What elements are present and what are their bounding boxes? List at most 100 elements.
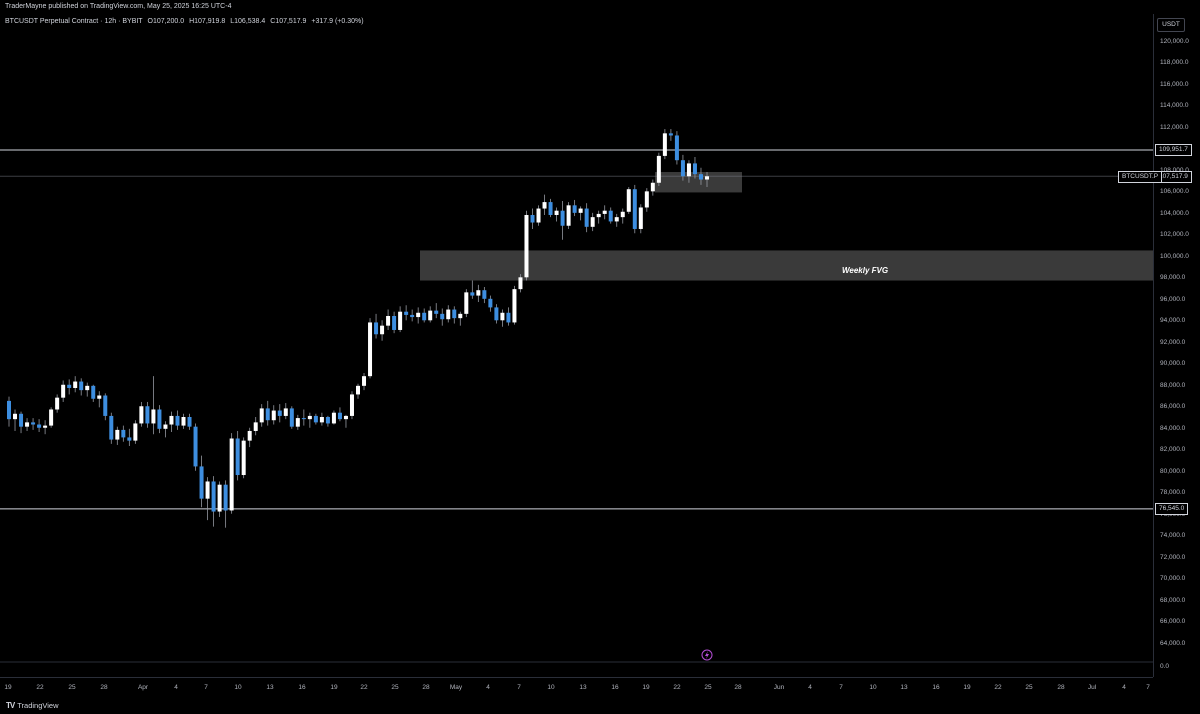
time-tick: 19 [4, 684, 12, 691]
candle-body [626, 189, 631, 212]
candle-body [199, 466, 204, 499]
candle [325, 415, 330, 427]
candle-body [518, 277, 523, 290]
price-tick: 74,000.0 [1160, 532, 1186, 540]
time-tick: 22 [994, 684, 1002, 691]
price-chart[interactable]: Weekly FVG [0, 14, 1153, 677]
candle [602, 205, 607, 220]
candle-body [241, 440, 246, 476]
candle-body [536, 208, 541, 223]
candle-body [133, 423, 138, 441]
time-tick: 13 [579, 684, 587, 691]
candle [356, 383, 360, 399]
candle [205, 477, 210, 521]
time-tick: 4 [486, 684, 490, 691]
candle-body [139, 406, 144, 424]
candle-body [25, 422, 30, 427]
candle [686, 160, 691, 183]
weekly-fvg-zone [420, 250, 1153, 281]
candle [127, 428, 132, 447]
candle [458, 311, 463, 326]
current-symbol-label: BTCUSDT.P [1118, 171, 1163, 183]
candle [362, 372, 367, 391]
price-tick: 80,000.0 [1160, 467, 1186, 475]
candle-body [698, 174, 703, 180]
candle-body [103, 395, 108, 416]
time-tick: 13 [266, 684, 274, 691]
candle-body [349, 394, 354, 416]
candle-body [307, 415, 312, 420]
candle [25, 418, 30, 431]
candle-body [584, 208, 589, 227]
candle-body [488, 298, 493, 308]
change-value: +317.9 (+0.30%) [311, 18, 364, 25]
candle [680, 154, 685, 181]
candle [319, 412, 324, 426]
candle [512, 285, 517, 325]
price-tick: 92,000.0 [1160, 338, 1186, 346]
price-tick: 68,000.0 [1160, 596, 1186, 604]
low-value: L106,538.4 [230, 18, 266, 25]
candle [578, 206, 583, 221]
lightning-icon[interactable] [701, 649, 713, 661]
candle [668, 129, 673, 141]
candle-body [265, 408, 270, 421]
time-tick: 25 [1025, 684, 1033, 691]
candle-body [247, 430, 252, 441]
candle [139, 401, 144, 427]
candle-body [404, 311, 409, 315]
candle [554, 207, 559, 222]
candle-body [506, 312, 511, 323]
candle-body [49, 409, 54, 426]
candle [97, 391, 102, 408]
candle [271, 405, 276, 425]
weekly-fvg-label: Weekly FVG [842, 266, 888, 275]
candle-body [392, 315, 397, 330]
candle-body [31, 422, 36, 425]
candle [590, 212, 595, 232]
symbol-name[interactable]: BTCUSDT Perpetual Contract · 12h · BYBIT [5, 18, 143, 25]
candle [307, 412, 312, 428]
candle-body [169, 415, 174, 425]
candle-body [193, 426, 198, 467]
time-scale[interactable] [0, 677, 1153, 698]
candle-body [638, 207, 643, 229]
candle-body [163, 424, 168, 429]
candle [584, 203, 589, 233]
candle [536, 205, 541, 226]
candle-body [109, 415, 114, 440]
candle-body [289, 408, 294, 427]
candle [530, 208, 535, 229]
price-tick: 108,000.0 [1160, 167, 1189, 175]
candle [422, 308, 427, 323]
candle [121, 425, 126, 442]
time-tick: 22 [673, 684, 681, 691]
currency-button[interactable]: USDT [1157, 18, 1185, 32]
price-tick: 114,000.0 [1160, 102, 1189, 110]
time-tick: 28 [734, 684, 742, 691]
candle [331, 410, 336, 425]
candle [133, 420, 138, 444]
time-tick: 10 [869, 684, 877, 691]
candle-body [440, 313, 445, 320]
candle-body [668, 133, 673, 136]
candle-body [362, 376, 367, 386]
candle [548, 198, 553, 218]
levels-layer [0, 149, 1153, 510]
price-tick: 78,000.0 [1160, 489, 1186, 497]
candle [464, 289, 469, 318]
candle-body [705, 176, 709, 180]
time-tick: 22 [36, 684, 44, 691]
candle-body [620, 211, 625, 218]
time-tick: 7 [1146, 684, 1150, 691]
candle-body [644, 191, 649, 208]
price-scale[interactable] [1153, 14, 1200, 677]
price-tick: 100,000.0 [1160, 252, 1189, 260]
candle-body [187, 417, 192, 427]
time-tick: 4 [174, 684, 178, 691]
footer: TV TradingView [6, 699, 59, 713]
time-tick: 7 [517, 684, 521, 691]
candle [482, 286, 487, 304]
candle [404, 305, 409, 321]
candle [343, 414, 348, 428]
